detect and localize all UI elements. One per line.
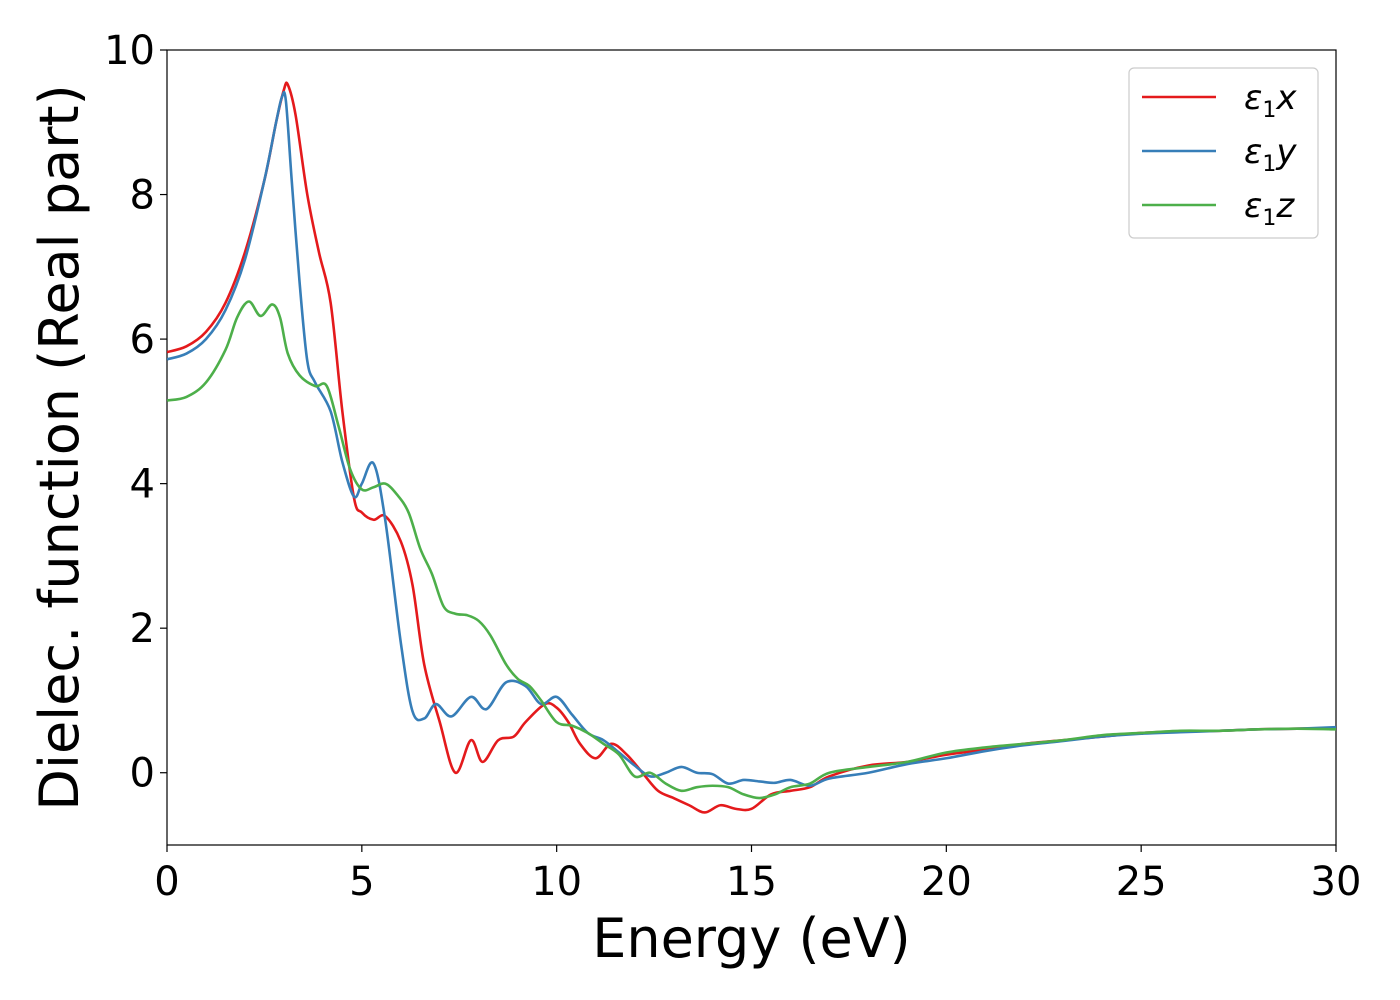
x-tick-label: 25 (1116, 859, 1167, 905)
series-line-x (167, 81, 1336, 814)
y-tick-label: 2 (130, 606, 155, 652)
y-tick-label: 0 (130, 751, 155, 797)
legend-label-z: ε1z (1244, 186, 1295, 231)
x-tick-label: 5 (349, 859, 374, 905)
y-tick-label: 6 (130, 317, 155, 363)
series-layer (167, 81, 1336, 814)
x-tick-label: 10 (531, 859, 582, 905)
series-line-z (167, 300, 1336, 800)
series-line-y (167, 90, 1336, 788)
y-axis-ticks: 0 2 4 6 8 10 (104, 28, 167, 797)
x-tick-label: 30 (1311, 859, 1362, 905)
x-axis-ticks: 0 5 10 15 20 25 30 (154, 845, 1361, 905)
legend-label-x: ε1x (1244, 78, 1297, 123)
x-axis-title: Energy (eV) (592, 907, 911, 970)
legend-box (1128, 67, 1319, 239)
legend-label-y: ε1y (1244, 132, 1297, 177)
y-tick-label: 4 (130, 462, 155, 508)
y-axis-title: Dielec. function (Real part) (28, 84, 91, 810)
y-tick-label: 10 (104, 28, 155, 74)
legend: ε1x ε1y ε1z (1128, 67, 1319, 239)
y-tick-label: 8 (130, 173, 155, 219)
x-tick-label: 20 (921, 859, 972, 905)
x-tick-label: 0 (154, 859, 179, 905)
x-tick-label: 15 (726, 859, 777, 905)
